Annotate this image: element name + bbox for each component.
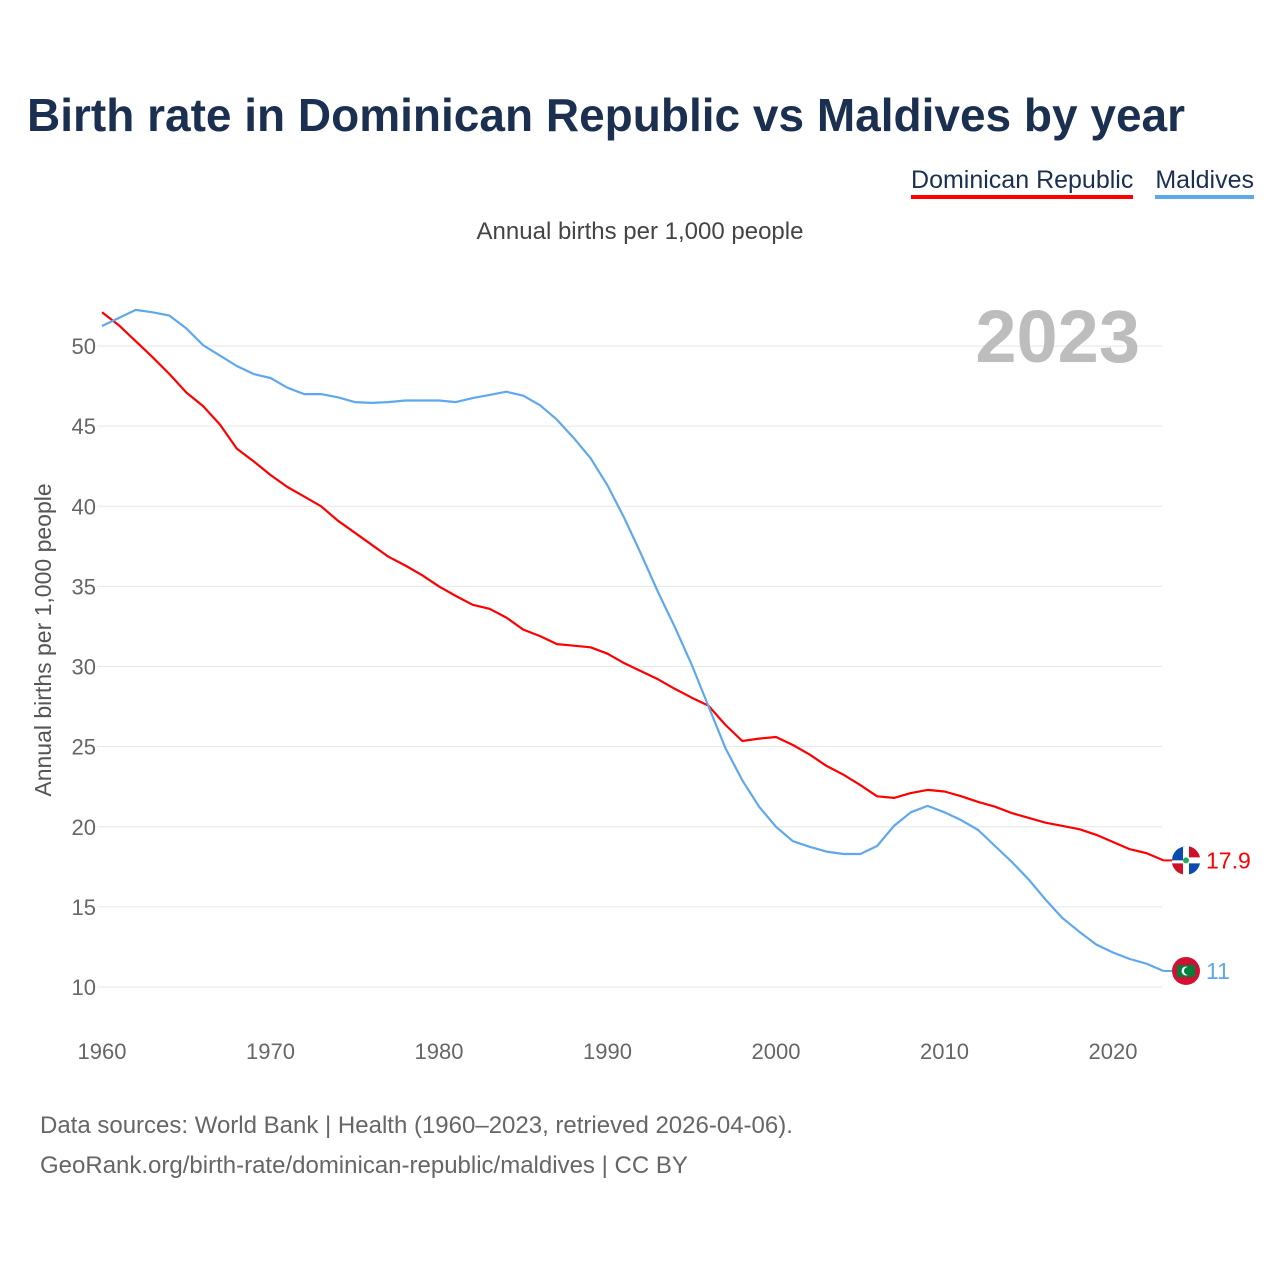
- data-source: Data sources: World Bank | Health (1960–…: [40, 1112, 793, 1139]
- y-tick-label: 25: [72, 735, 96, 760]
- y-axis-label: Annual births per 1,000 people: [30, 483, 56, 796]
- x-tick-label: 1980: [415, 1039, 464, 1064]
- series-line-dominican-republic: [101, 311, 1164, 862]
- y-tick-label: 20: [72, 815, 96, 840]
- y-tick-label: 30: [72, 655, 96, 680]
- y-tick-label: 45: [72, 414, 96, 439]
- x-tick-label: 2000: [752, 1039, 801, 1064]
- legend-maldives[interactable]: Maldives: [1155, 166, 1254, 199]
- footer: Data sources: World Bank | Health (1960–…: [40, 1106, 793, 1186]
- y-tick-label: 40: [72, 494, 96, 519]
- series-line-maldives: [101, 308, 1164, 973]
- year-badge: 2023: [975, 295, 1140, 378]
- y-tick-label: 10: [72, 975, 96, 1000]
- chart-subtitle: Annual births per 1,000 people: [476, 218, 804, 245]
- x-tick-label: 2020: [1089, 1039, 1138, 1064]
- y-tick-label: 50: [72, 334, 96, 359]
- x-tick-label: 2010: [920, 1039, 969, 1064]
- source-url[interactable]: GeoRank.org/birth-rate/dominican-republi…: [40, 1152, 688, 1179]
- y-tick-label: 35: [72, 574, 96, 599]
- chart-title: Birth rate in Dominican Republic vs Mald…: [27, 89, 1186, 141]
- x-tick-label: 1960: [78, 1039, 127, 1064]
- end-value-label: 17.9: [1206, 847, 1251, 873]
- maldives-flag-icon: [1172, 956, 1200, 985]
- end-value-label: 11: [1206, 958, 1230, 984]
- legend: Dominican Republic Maldives: [911, 166, 1254, 199]
- x-tick-label: 1990: [583, 1039, 632, 1064]
- legend-dominican-republic[interactable]: Dominican Republic: [911, 166, 1134, 199]
- dominican-republic-flag-icon: [1172, 846, 1200, 875]
- x-tick-label: 1970: [246, 1039, 295, 1064]
- y-tick-label: 15: [72, 895, 96, 920]
